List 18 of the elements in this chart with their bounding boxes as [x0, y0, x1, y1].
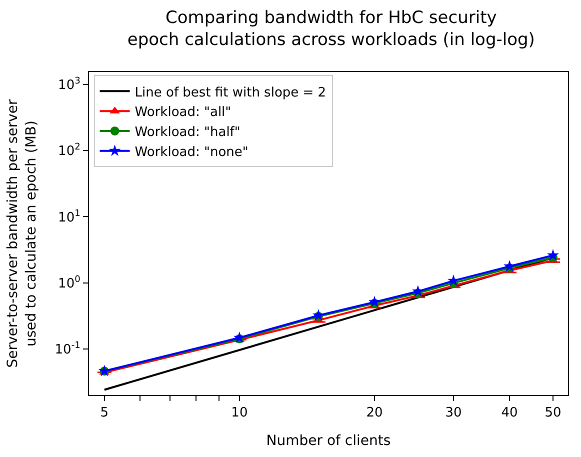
legend-label: Workload: "all" — [134, 105, 232, 120]
y-tick-label: 10$^{1}$ — [58, 208, 80, 226]
x-tick-label: 5 — [100, 406, 109, 421]
y-tick-label: 10$^{2}$ — [58, 142, 80, 160]
x-axis-title: Number of clients — [266, 432, 391, 449]
chart-title: Comparing bandwidth for HbC security epoch calculations across workloads (in log-log) — [127, 8, 535, 50]
y-tick-label: 10$^{0}$ — [58, 274, 81, 292]
x-tick-label: 30 — [445, 406, 462, 421]
y-tick-label: 10$^{-1}$ — [54, 340, 80, 358]
legend-label: Workload: "half" — [134, 125, 240, 140]
y-tick-label: 10$^{3}$ — [58, 76, 81, 94]
x-tick-label: 50 — [544, 406, 562, 421]
y-axis-title: Server-to-server bandwidth per server used to calculate an epoch (MB) — [5, 99, 40, 368]
legend-label: Workload: "none" — [134, 144, 248, 160]
legend-label: Line of best fit with slope = 2 — [134, 85, 326, 100]
x-tick-label: 40 — [501, 406, 518, 421]
x-tick-label: 10 — [231, 406, 248, 421]
x-tick-label: 20 — [366, 406, 383, 421]
